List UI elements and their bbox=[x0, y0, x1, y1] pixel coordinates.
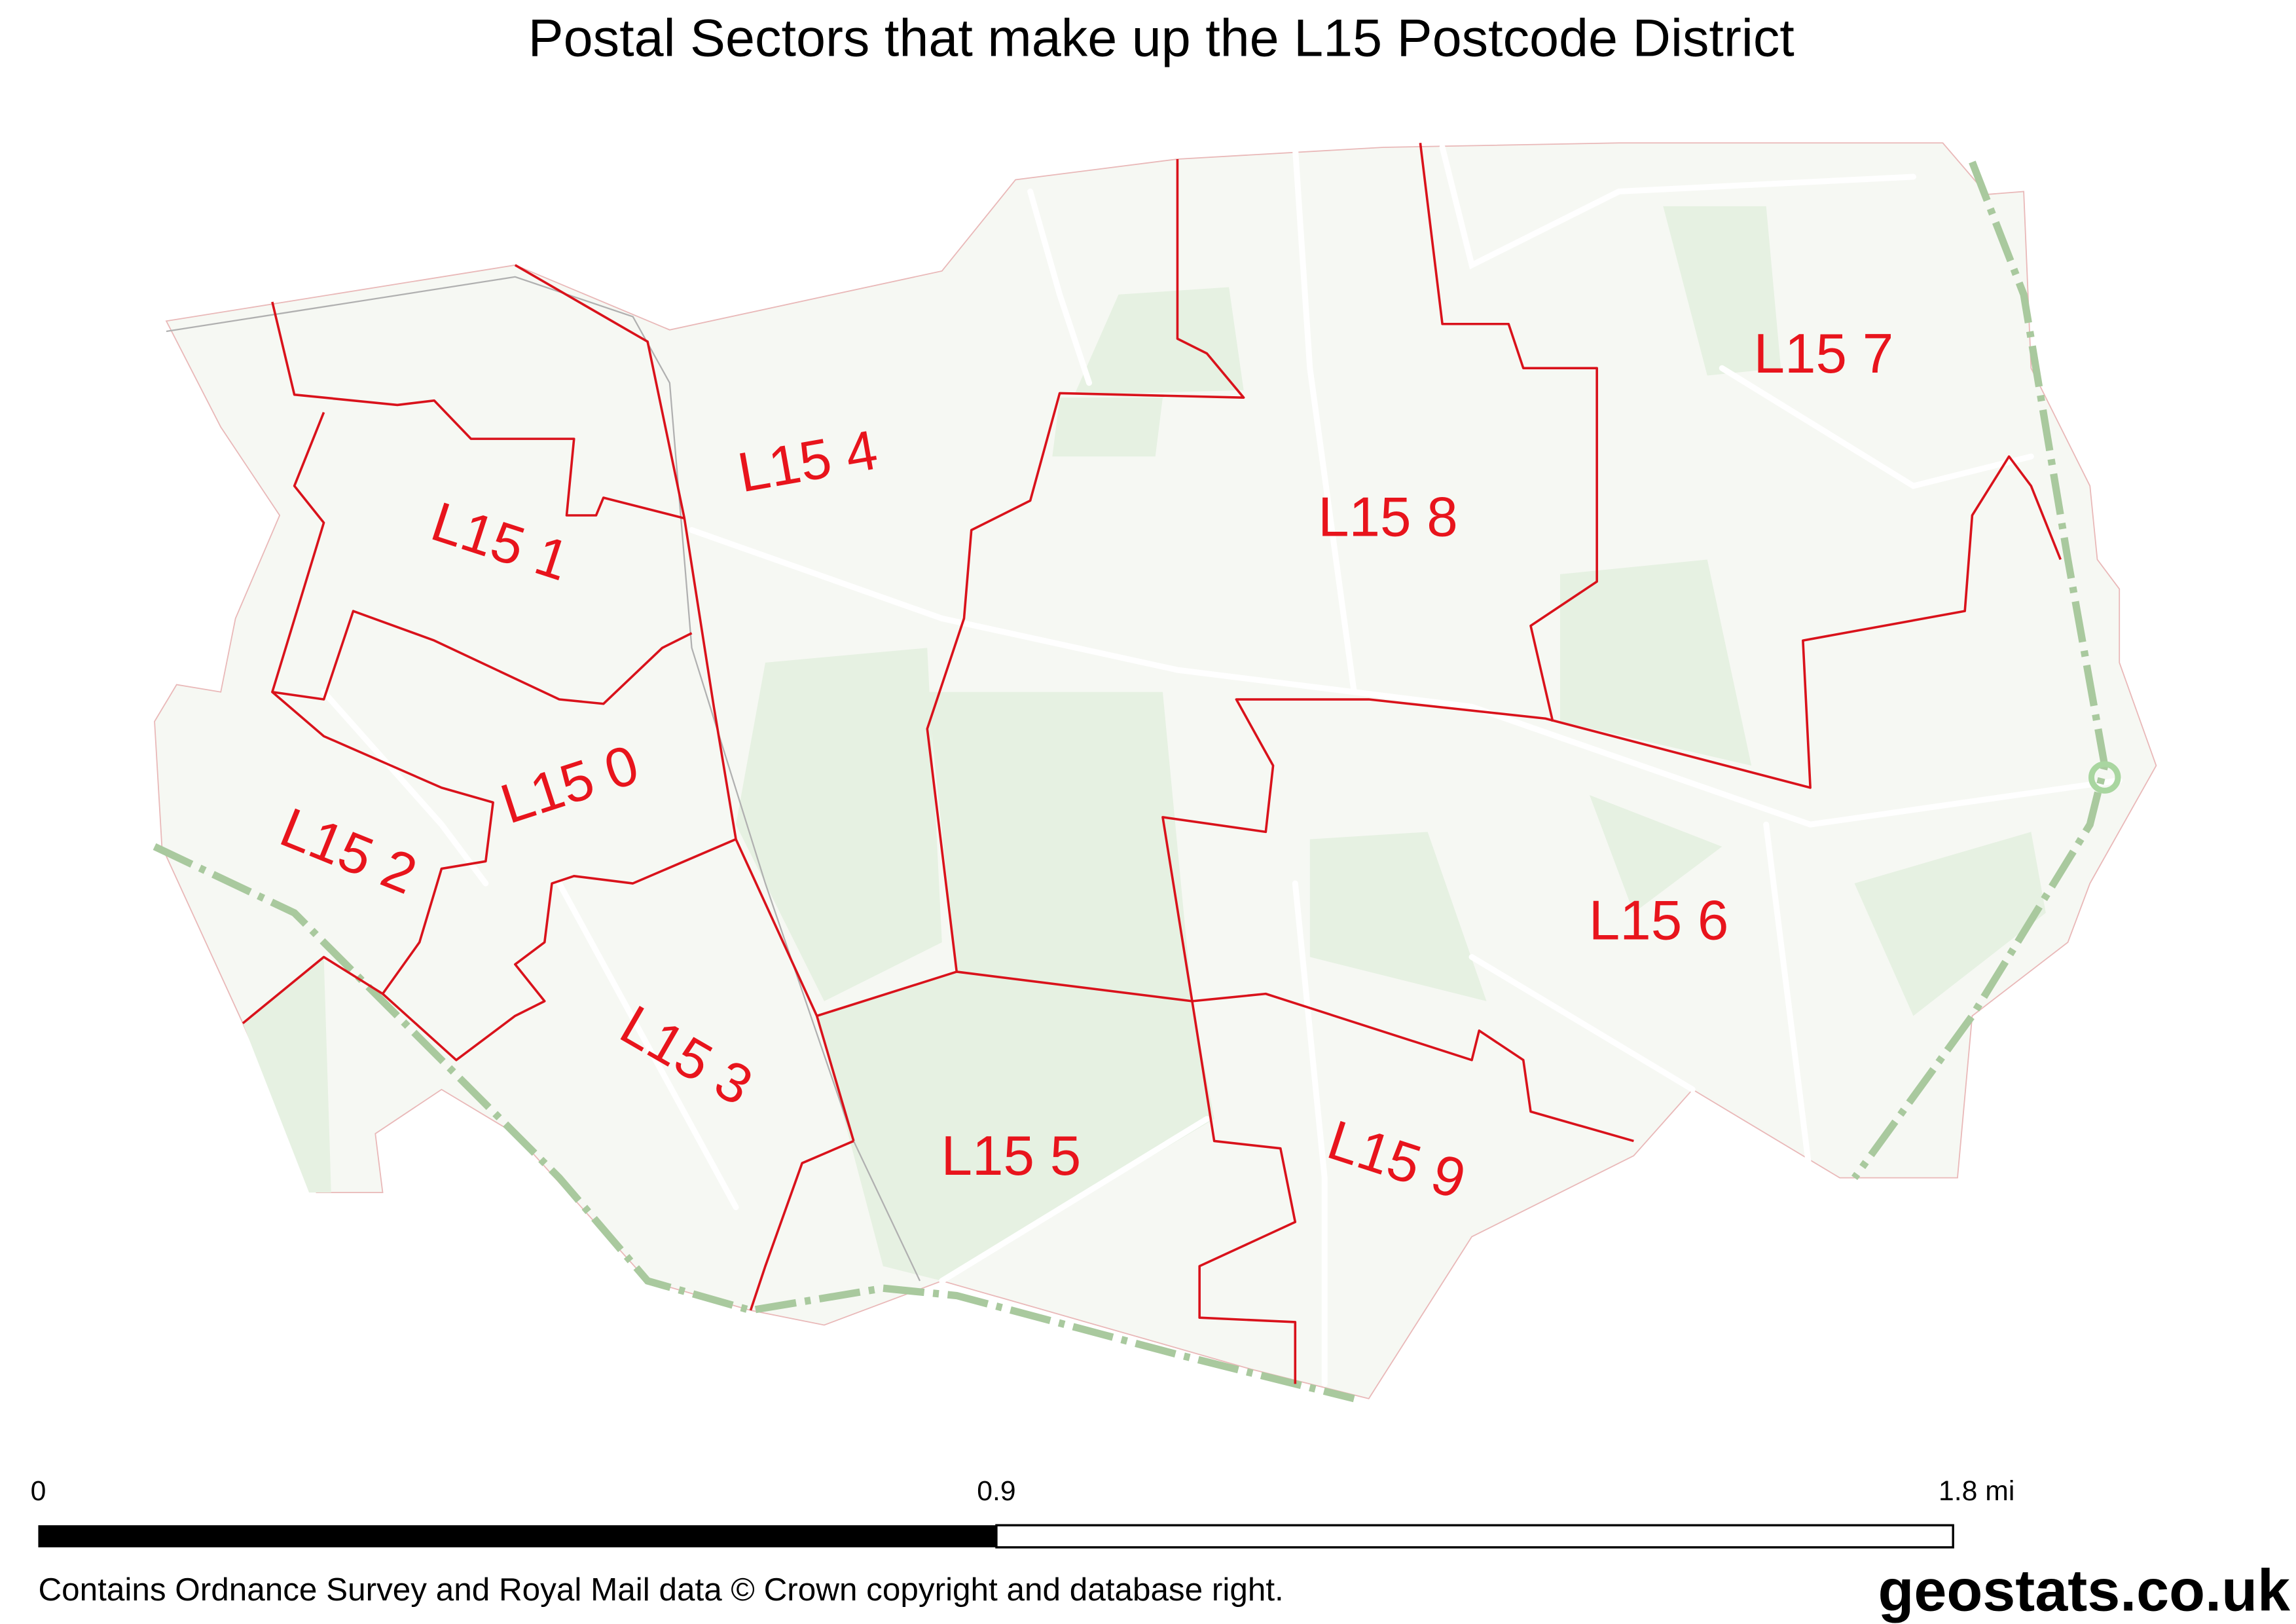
scale-tick-0: 0 bbox=[31, 1475, 46, 1507]
scale-tick-end: 1.8 mi bbox=[1939, 1475, 2014, 1507]
attribution: Contains Ordnance Survey and Royal Mail … bbox=[38, 1572, 1283, 1608]
scale-tick-mid: 0.9 bbox=[977, 1475, 1015, 1507]
roads bbox=[321, 144, 2123, 1387]
map-canvas[interactable]: L15 0 L15 1 L15 2 L15 3 L15 4 L15 5 L15 … bbox=[153, 142, 2157, 1403]
scale-bar: 0 0.9 1.8 mi bbox=[31, 1475, 2014, 1549]
railways bbox=[153, 160, 2121, 1403]
sector-label-l15-5: L15 5 bbox=[941, 1125, 1082, 1187]
scale-bar-white bbox=[995, 1524, 1954, 1549]
sector-label-l15-6: L15 6 bbox=[1589, 889, 1729, 951]
geostats-logo: geostats.co.uk bbox=[1878, 1559, 2291, 1624]
map-title: Postal Sectors that make up the L15 Post… bbox=[528, 9, 1795, 68]
sector-label-l15-7: L15 7 bbox=[1754, 323, 1894, 385]
sector-label-l15-8: L15 8 bbox=[1318, 486, 1458, 548]
sector-boundaries bbox=[242, 143, 2062, 1384]
scale-bar-black bbox=[38, 1525, 996, 1547]
parks bbox=[242, 206, 2046, 1282]
